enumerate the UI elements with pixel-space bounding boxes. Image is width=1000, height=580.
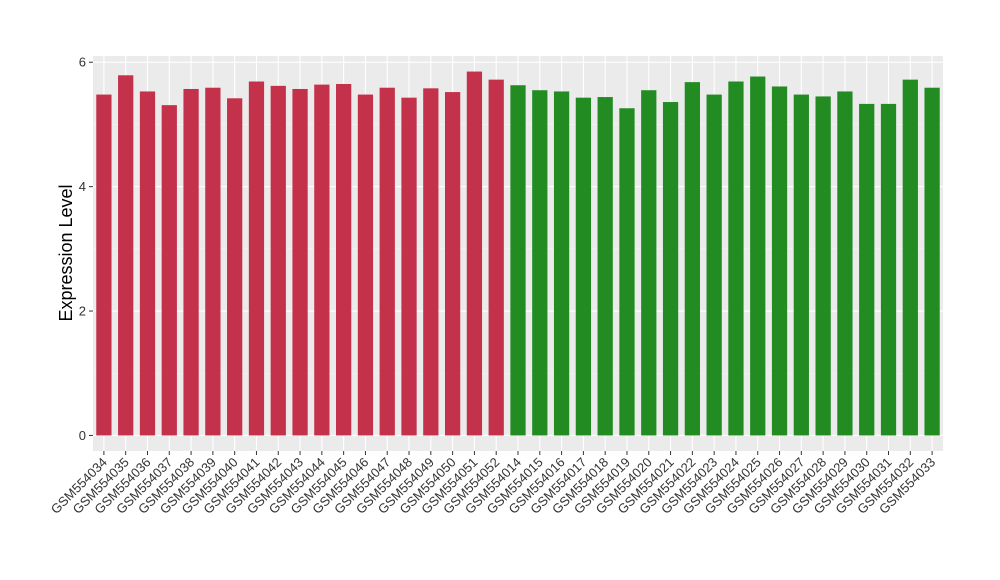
bar [510,85,526,436]
bar [532,90,548,436]
y-axis-title: Expression Level [56,184,76,321]
y-tick-label: 4 [79,179,86,194]
bar [466,71,483,436]
bar [684,82,700,436]
bar [336,83,352,436]
bar [575,97,592,436]
bar [793,94,809,436]
bar [205,87,221,436]
y-tick-label: 0 [79,428,86,443]
bar [750,76,766,436]
bar [423,88,439,436]
bar [880,103,897,436]
bar [96,94,112,436]
y-tick-label: 2 [79,304,86,319]
bar [183,88,199,436]
bar [161,105,177,436]
bar [837,91,853,436]
bar [248,81,265,436]
bar [662,102,679,436]
bar [357,94,374,436]
bar [444,92,461,436]
bars [96,71,940,436]
y-tick-label: 6 [79,55,86,70]
bar [553,91,570,436]
bar [379,87,395,436]
bar [902,79,918,436]
bar [227,98,243,436]
bar [118,75,134,436]
bar [641,90,657,436]
y-axis: 0 2 4 6 [79,55,93,443]
bar [728,81,744,436]
bar [597,97,613,436]
bar [292,88,308,436]
bar [270,85,286,436]
bar [619,108,635,436]
bar [771,86,788,436]
bar [706,94,722,436]
bar [139,91,156,436]
bar [488,79,504,436]
bar [859,103,875,436]
x-axis: GSM554034GSM554035GSM554036GSM554037GSM5… [48,451,938,517]
bar [924,87,940,436]
bar [815,96,831,436]
bar [314,84,330,436]
bar [401,97,417,436]
